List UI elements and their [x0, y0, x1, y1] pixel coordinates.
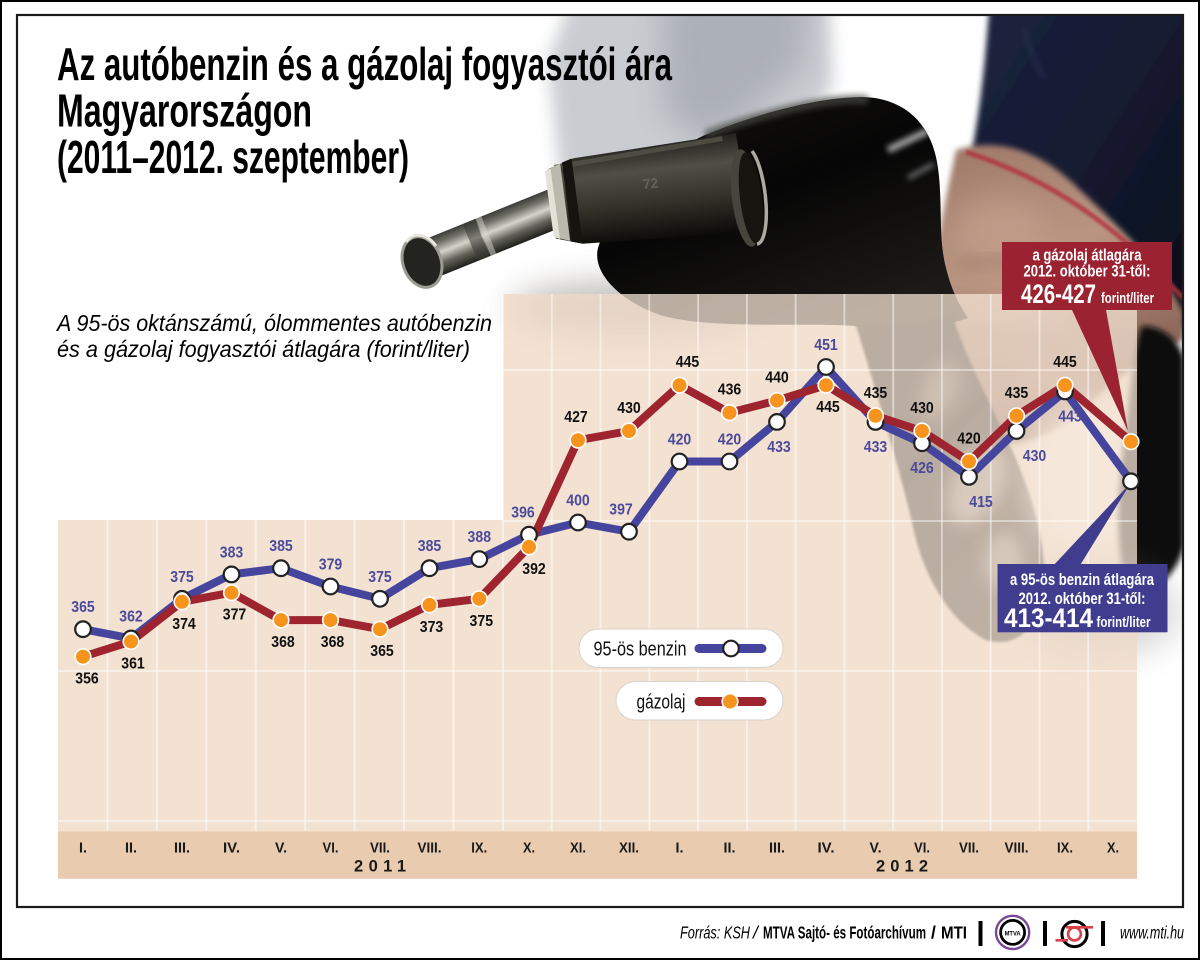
- svg-text:és a gázolaj fogyasztói átlagá: és a gázolaj fogyasztói átlagára (forint…: [57, 336, 470, 362]
- svg-text:VII.: VII.: [370, 841, 390, 857]
- svg-text:430: 430: [617, 400, 641, 417]
- svg-text:MTI: MTI: [941, 923, 967, 943]
- svg-text:435: 435: [1005, 385, 1029, 402]
- svg-text:445: 445: [816, 399, 840, 416]
- svg-text:III.: III.: [174, 841, 190, 857]
- svg-text:397: 397: [609, 502, 633, 519]
- svg-text:440: 440: [765, 370, 789, 387]
- svg-text:a 95-ös benzin átlagára: a 95-ös benzin átlagára: [1010, 571, 1155, 589]
- svg-text:MTVA Sajtó- és Fotóarchívum: MTVA Sajtó- és Fotóarchívum: [763, 923, 926, 943]
- svg-text:356: 356: [75, 671, 99, 688]
- svg-text:385: 385: [418, 538, 442, 555]
- svg-text:436: 436: [718, 382, 742, 399]
- svg-text:Magyarországon: Magyarországon: [57, 85, 312, 137]
- svg-text:V.: V.: [870, 841, 882, 857]
- svg-text:377: 377: [223, 607, 247, 624]
- svg-text:VII.: VII.: [959, 841, 979, 857]
- svg-text:430: 430: [1023, 448, 1047, 465]
- svg-text:I.: I.: [79, 841, 87, 857]
- svg-text:IX.: IX.: [1057, 841, 1073, 857]
- svg-text:Forrás: KSH: Forrás: KSH: [680, 923, 750, 943]
- svg-text:II.: II.: [125, 841, 137, 857]
- svg-text:I.: I.: [676, 841, 684, 857]
- svg-text:426-427: 426-427: [1021, 279, 1096, 309]
- svg-text:MTVA: MTVA: [1005, 931, 1021, 938]
- svg-text:445: 445: [676, 354, 700, 371]
- svg-text:445: 445: [1053, 354, 1077, 371]
- svg-text:VI.: VI.: [323, 841, 339, 857]
- svg-text:375: 375: [368, 569, 392, 586]
- svg-text:365: 365: [370, 643, 394, 660]
- svg-text:379: 379: [319, 557, 343, 574]
- svg-text:451: 451: [814, 337, 838, 354]
- svg-text:427: 427: [564, 409, 588, 426]
- svg-text:forint/liter: forint/liter: [1097, 615, 1151, 631]
- svg-text:forint/liter: forint/liter: [1101, 291, 1154, 307]
- svg-text:Az autóbenzin és a gázolaj fog: Az autóbenzin és a gázolaj fogyasztói ár…: [57, 38, 672, 90]
- svg-text:374: 374: [172, 616, 196, 633]
- svg-text:375: 375: [170, 569, 194, 586]
- svg-text:2012. október 31-től:: 2012. október 31-től:: [1024, 263, 1151, 281]
- svg-text:www.mti.hu: www.mti.hu: [1120, 923, 1184, 943]
- svg-text:VIII.: VIII.: [1005, 841, 1029, 857]
- svg-text:392: 392: [522, 561, 546, 578]
- svg-text:72: 72: [642, 175, 659, 193]
- svg-text:433: 433: [864, 439, 888, 456]
- svg-text:420: 420: [668, 432, 692, 449]
- svg-text:V.: V.: [275, 841, 287, 857]
- svg-text:X.: X.: [1107, 841, 1119, 857]
- svg-text:413-414: 413-414: [1004, 603, 1093, 633]
- svg-text:III.: III.: [769, 841, 785, 857]
- svg-text:95-ös benzin: 95-ös benzin: [594, 639, 687, 661]
- svg-text:365: 365: [71, 599, 95, 616]
- svg-text:VI.: VI.: [914, 841, 930, 857]
- svg-text:426: 426: [910, 460, 934, 477]
- svg-text:X.: X.: [523, 841, 535, 857]
- svg-text:400: 400: [566, 493, 590, 510]
- svg-text:/: /: [931, 923, 936, 943]
- svg-text:XII.: XII.: [619, 841, 639, 857]
- svg-text:2012. október 31-től:: 2012. október 31-től:: [1019, 590, 1146, 608]
- svg-text:396: 396: [511, 505, 535, 522]
- svg-text:A 95-ös oktánszámú, ólommentes: A 95-ös oktánszámú, ólommentes autóbenzi…: [55, 310, 492, 336]
- svg-text:385: 385: [269, 538, 293, 555]
- svg-text:a gázolaj átlagára: a gázolaj átlagára: [1033, 247, 1143, 265]
- svg-text:415: 415: [969, 494, 993, 511]
- svg-text:433: 433: [767, 439, 791, 456]
- svg-text:361: 361: [121, 656, 145, 673]
- svg-text:368: 368: [321, 634, 345, 651]
- svg-text:373: 373: [420, 619, 444, 636]
- svg-text:375: 375: [470, 613, 494, 630]
- svg-text:(2011–2012. szeptember): (2011–2012. szeptember): [57, 131, 409, 183]
- svg-text:362: 362: [119, 608, 143, 625]
- svg-text:gázolaj: gázolaj: [637, 692, 686, 714]
- svg-text:420: 420: [957, 431, 981, 448]
- svg-text:IV.: IV.: [818, 841, 835, 857]
- svg-text:368: 368: [271, 634, 295, 651]
- svg-text:420: 420: [718, 432, 742, 449]
- svg-text:XI.: XI.: [570, 841, 586, 857]
- svg-text:IV.: IV.: [223, 841, 240, 857]
- svg-text:383: 383: [220, 544, 244, 561]
- svg-text:388: 388: [468, 529, 492, 546]
- svg-text:/: /: [752, 923, 760, 943]
- svg-text:VIII.: VIII.: [418, 841, 442, 857]
- svg-text:443: 443: [1058, 408, 1082, 425]
- svg-text:430: 430: [910, 400, 934, 417]
- svg-text:435: 435: [864, 385, 888, 402]
- svg-text:II.: II.: [724, 841, 736, 857]
- svg-text:IX.: IX.: [471, 841, 487, 857]
